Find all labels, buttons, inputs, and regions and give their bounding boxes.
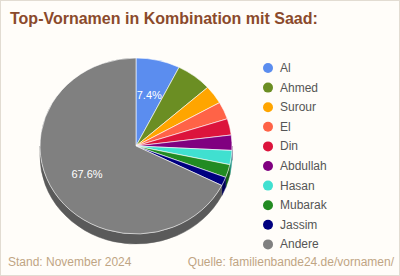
legend-marker xyxy=(263,83,273,93)
legend-label: Andere xyxy=(280,237,319,251)
legend-label: Mubarak xyxy=(280,198,328,212)
legend-marker xyxy=(263,161,273,171)
background xyxy=(1,1,400,276)
legend-label: Hasan xyxy=(280,179,315,193)
legend-label: Ahmed xyxy=(280,81,318,95)
legend-marker xyxy=(263,220,273,230)
legend-label: Jassim xyxy=(280,218,317,232)
data-label: 67.6% xyxy=(71,168,102,180)
legend-label: Abdullah xyxy=(280,159,327,173)
footer-left: Stand: November 2024 xyxy=(8,255,132,269)
legend-label: Al xyxy=(280,61,291,75)
legend-marker xyxy=(263,200,273,210)
chart: Top-Vornamen in Kombination mit Saad: 7.4… xyxy=(0,0,400,276)
legend-marker xyxy=(263,122,273,132)
footer-right: Quelle: familienbande24.de/vornamen/ xyxy=(188,255,395,269)
title: Top-Vornamen in Kombination mit Saad: xyxy=(10,10,318,27)
slice xyxy=(40,58,222,234)
pie-slices xyxy=(40,58,232,234)
legend-marker xyxy=(263,239,273,249)
legend-label: Din xyxy=(280,139,298,153)
data-label: 7.4% xyxy=(137,89,162,101)
legend-marker xyxy=(263,181,273,191)
legend-label: El xyxy=(280,120,291,134)
legend-marker xyxy=(263,102,273,112)
legend-marker xyxy=(263,63,273,73)
legend: Al Ahmed Surour El Din Abdullah Hasan Mubarak Ja… xyxy=(263,61,328,251)
legend-label: Surour xyxy=(280,100,316,114)
legend-marker xyxy=(263,141,273,151)
